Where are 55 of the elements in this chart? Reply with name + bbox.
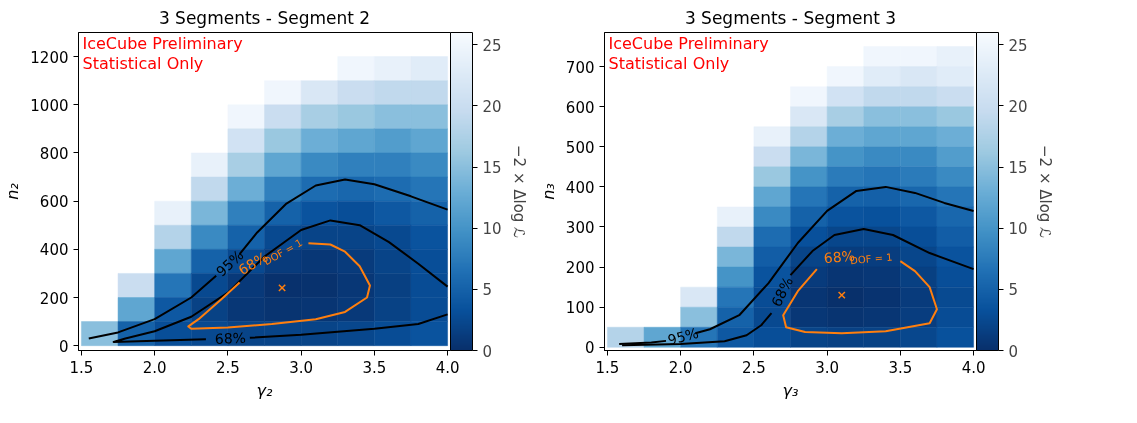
y-tick-label: 300: [565, 218, 595, 237]
chart-title: 3 Segments - Segment 3: [684, 7, 897, 28]
color-bar-label: 10: [1008, 220, 1028, 239]
y-tick-label: 600: [39, 193, 69, 212]
x-tick-label: 2.5: [741, 358, 766, 377]
y-tick-label: 600: [565, 98, 595, 117]
x-tick-label: 1.5: [595, 358, 620, 377]
y-tick-label: 1000: [30, 96, 69, 115]
x-tick-label: 3.0: [289, 358, 314, 377]
color-bar-label: 0: [482, 342, 493, 361]
annotation: IceCube Preliminary: [608, 33, 769, 53]
y-tick-label: 400: [565, 178, 595, 197]
x-tick-label: 3.5: [888, 358, 913, 377]
y-axis-title: n₂: [3, 182, 23, 200]
color-bar-label: 25: [482, 36, 502, 55]
x-tick-label: 2.0: [668, 358, 693, 377]
y-axis-title: n₃: [538, 183, 558, 200]
text: 68%: [768, 274, 797, 310]
y-tick-label: 100: [565, 299, 595, 318]
y-tick-label: 200: [565, 259, 595, 278]
annotation: Statistical Only: [82, 53, 204, 73]
text: 95%: [666, 324, 701, 349]
y-tick-label: 200: [39, 289, 69, 308]
color-bar-label: 0: [1008, 342, 1019, 361]
color-bar-label: 15: [482, 159, 502, 178]
x-tick-label: 4.0: [435, 358, 460, 377]
y-tick-label: 500: [565, 138, 595, 157]
color-bar-title: −2 × Δlog ℒ: [509, 145, 528, 238]
x-axis-title: γ₂: [256, 380, 274, 400]
color-bar-label: 20: [1008, 97, 1028, 116]
x-tick-label: 2.5: [215, 358, 240, 377]
y-tick-label: 700: [565, 58, 595, 77]
y-tick-label: 800: [39, 144, 69, 163]
color-bar-label: 15: [1008, 159, 1028, 178]
color-bar-label: 25: [1008, 36, 1028, 55]
color-bar-title: −2 × Δlog ℒ: [1035, 145, 1054, 238]
color-bar-label: 5: [1008, 281, 1019, 300]
annotation: IceCube Preliminary: [82, 33, 243, 53]
x-tick-label: 1.5: [69, 358, 94, 377]
series-label: 68%: [214, 329, 247, 347]
y-tick-label: 0: [584, 339, 595, 358]
y-tick-label: 1200: [30, 48, 69, 67]
x-axis-title: γ₃: [782, 380, 799, 400]
color-bar-label: 20: [482, 97, 502, 116]
color-bar-label: 5: [482, 281, 493, 300]
x-tick-label: 3.0: [815, 358, 840, 377]
x-tick-label: 2.0: [142, 358, 167, 377]
chart-title: 3 Segments - Segment 2: [158, 7, 371, 28]
text: 68%DOF = 1: [823, 247, 893, 267]
color-bar-label: 10: [482, 220, 502, 239]
y-tick-label: 0: [58, 337, 69, 356]
y-tick-label: 400: [39, 241, 69, 260]
x-tick-label: 3.5: [362, 358, 387, 377]
x-tick-label: 4.0: [961, 358, 986, 377]
annotation: Statistical Only: [608, 53, 730, 73]
